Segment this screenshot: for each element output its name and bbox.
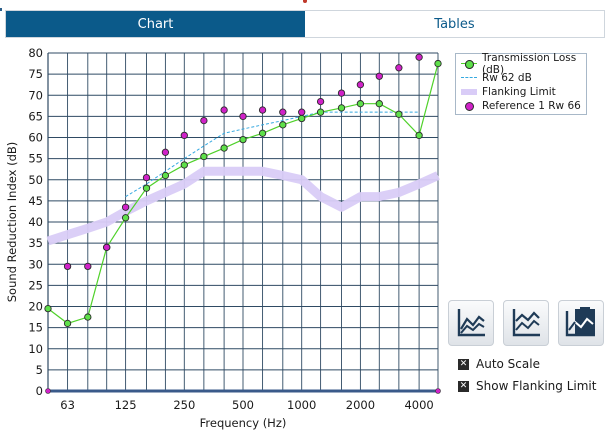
legend-item-reference: Reference 1 Rw 66 [460, 99, 582, 113]
transmission-loss-point [395, 110, 403, 118]
x-tick-label: 125 [115, 398, 137, 412]
axis-end-marker [45, 388, 51, 394]
y-axis-label: Sound Reduction Index (dB) [5, 142, 19, 303]
chart-toolbar [448, 300, 604, 346]
transmission-loss-point [142, 184, 151, 192]
series-flanking-limit [46, 166, 440, 246]
y-tick-label: 75 [28, 67, 43, 81]
transmission-loss-point [63, 319, 72, 328]
transmission-loss-point [258, 129, 267, 137]
y-tick-label: 5 [36, 363, 43, 377]
check-icon: ✕ [458, 380, 469, 392]
transmission-loss-point [375, 100, 383, 108]
legend-label: Rw 62 dB [482, 72, 532, 84]
y-tick-label: 15 [28, 321, 43, 335]
y-tick-label: 30 [28, 257, 43, 271]
show-flanking-limit-checkbox[interactable]: ✕ Show Flanking Limit [458, 379, 596, 393]
y-tick-label: 60 [28, 131, 43, 145]
tab-chart[interactable]: Chart [6, 11, 305, 37]
reference-point [84, 262, 92, 271]
transmission-loss-point [84, 313, 92, 321]
y-tick-label: 20 [28, 300, 43, 314]
reference-point [239, 112, 247, 121]
reference-point [258, 106, 267, 114]
legend-label: Flanking Limit [482, 86, 556, 98]
x-tick-label: 250 [173, 398, 195, 412]
y-tick-label: 25 [28, 278, 43, 292]
series-rw [125, 111, 420, 198]
y-tick-label: 35 [28, 236, 43, 250]
reference-point [180, 131, 188, 140]
legend-label: Reference 1 Rw 66 [482, 100, 581, 112]
transmission-loss-point [161, 171, 170, 180]
reference-point [337, 89, 346, 97]
transmission-loss-point [356, 100, 365, 108]
reference-point [375, 72, 383, 80]
y-tick-label: 0 [36, 384, 43, 398]
tab-tables[interactable]: Tables [305, 11, 604, 37]
chart-export-icon [565, 307, 595, 337]
x-tick-label: 4000 [404, 398, 433, 412]
axis-end-marker [435, 388, 441, 394]
y-tick-label: 40 [28, 215, 43, 229]
legend-item-flanking-limit: Flanking Limit [460, 85, 582, 99]
y-tick-label: 80 [28, 46, 43, 60]
y-tick-label: 55 [28, 152, 43, 166]
reference-point [220, 106, 228, 114]
reference-point [63, 262, 72, 271]
auto-scale-label: Auto Scale [476, 357, 540, 371]
tab-bar: Chart Tables [5, 10, 605, 38]
reference-point [103, 243, 111, 252]
reference-point [200, 116, 208, 125]
x-tick-label: 1000 [287, 398, 316, 412]
y-tick-label: 70 [28, 88, 43, 102]
chart-zoom-button[interactable] [448, 300, 494, 346]
transmission-loss-point [337, 104, 346, 112]
check-icon: ✕ [458, 358, 469, 370]
chart-compare-icon [512, 309, 540, 337]
reference-point [298, 108, 306, 116]
window-indicator [303, 0, 307, 3]
transmission-loss-point [44, 304, 52, 313]
x-tick-label: 2000 [346, 398, 375, 412]
x-axis-label: Frequency (Hz) [200, 416, 287, 430]
x-tick-label: 500 [232, 398, 254, 412]
chart-export-button[interactable] [558, 300, 604, 346]
transmission-loss-point [239, 135, 247, 144]
reference-point [279, 108, 287, 116]
transmission-loss-point [220, 144, 228, 152]
reference-point [356, 81, 365, 89]
reference-point [121, 203, 130, 211]
auto-scale-checkbox[interactable]: ✕ Auto Scale [458, 357, 540, 371]
transmission-loss-point [121, 214, 130, 222]
chart-legend: Transmission Loss (dB) Rw 62 dB Flanking… [455, 52, 587, 115]
y-tick-label: 65 [28, 109, 43, 123]
transmission-loss-point [415, 131, 423, 140]
y-tick-label: 45 [28, 194, 43, 208]
transmission-loss-point [180, 161, 188, 169]
reference-point [161, 148, 170, 156]
legend-label: Transmission Loss (dB) [482, 52, 577, 76]
reference-point [415, 53, 423, 61]
transmission-loss-point [434, 59, 442, 68]
y-tick-label: 50 [28, 173, 43, 187]
transmission-loss-point [200, 152, 208, 161]
y-tick-label: 10 [28, 342, 43, 356]
transmission-loss-point [316, 108, 325, 116]
edge-indicator [0, 8, 2, 11]
transmission-loss-point [279, 121, 287, 129]
show-flanking-limit-label: Show Flanking Limit [476, 379, 597, 393]
chart-compare-button[interactable] [503, 300, 549, 346]
legend-item-transmission-loss: Transmission Loss (dB) [460, 52, 582, 76]
legend-item-rw: Rw 62 dB [460, 71, 582, 85]
reference-point [142, 173, 151, 182]
transmission-loss-point [298, 114, 306, 123]
chart-zoom-icon [457, 309, 485, 337]
reference-point [395, 64, 403, 72]
reference-point [316, 97, 325, 106]
x-tick-label: 63 [60, 398, 75, 412]
transmission-loss-chart: 0 5 10 15 20 25 30 35 40 45 50 55 60 65 70 75 80 63 125 250… [5, 46, 442, 430]
